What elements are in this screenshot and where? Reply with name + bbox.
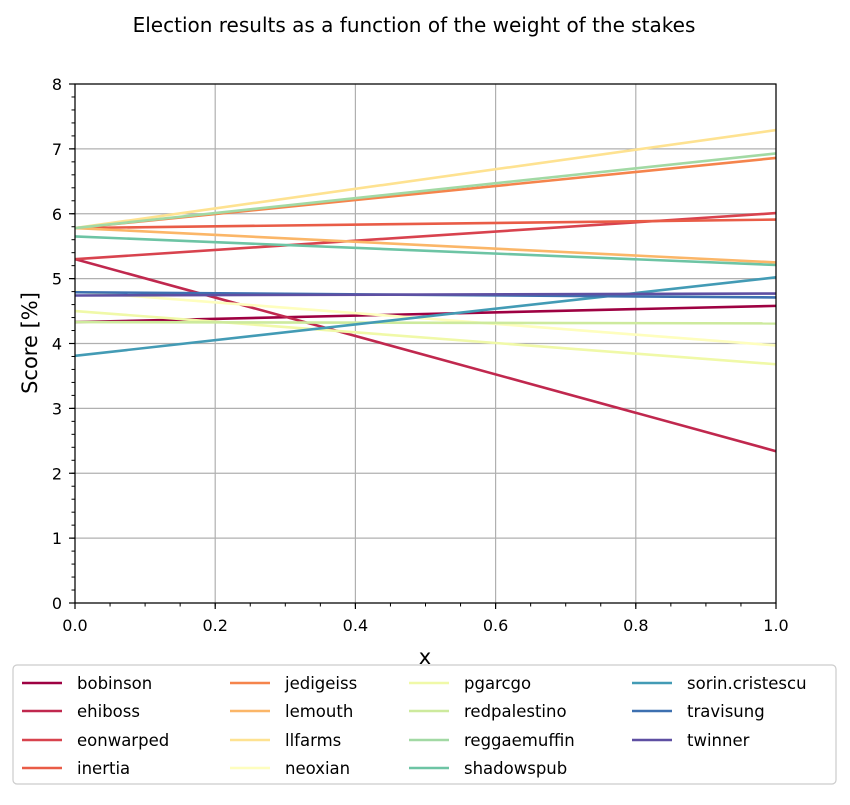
x-tick-label: 0.6	[483, 616, 508, 635]
legend-label: reggaemuffin	[464, 731, 575, 750]
series-line-pgarcgo	[74, 309, 777, 366]
legend-label: neoxian	[285, 759, 350, 778]
y-axis-label: Score [%]	[18, 292, 42, 394]
legend-label: travisung	[687, 702, 765, 721]
x-tick-label: 0.8	[623, 616, 648, 635]
legend-label: llfarms	[285, 731, 341, 750]
legend-label: bobinson	[77, 674, 152, 693]
legend-label: shadowspub	[464, 759, 567, 778]
x-tick-label: 0.2	[202, 616, 227, 635]
y-tick-label: 2	[52, 464, 62, 483]
x-tick-label: 0.0	[62, 616, 87, 635]
legend-label: jedigeiss	[284, 674, 357, 693]
series-line-llfarms	[74, 128, 777, 230]
y-tick-label: 0	[52, 594, 62, 613]
series-line-sorin-cristescu	[74, 276, 777, 358]
y-tick-label: 3	[52, 399, 62, 418]
y-tick-label: 5	[52, 270, 62, 289]
legend-label: eonwarped	[77, 731, 169, 750]
legend-label: twinner	[687, 731, 750, 750]
legend-label: redpalestino	[464, 702, 567, 721]
legend-box	[12, 664, 837, 785]
legend-label: lemouth	[285, 702, 353, 721]
legend: bobinson ehiboss eonwarped inertia jedigeiss…	[12, 664, 837, 785]
x-tick-label: 1.0	[763, 616, 788, 635]
series-line-reggaemuffin	[74, 152, 777, 230]
x-tick-label: 0.4	[343, 616, 368, 635]
series-line-twinner	[74, 292, 777, 297]
series-lines	[74, 128, 777, 453]
series-line-shadowspub	[74, 235, 777, 267]
legend-label: ehiboss	[77, 702, 140, 721]
y-tick-label: 7	[52, 140, 62, 159]
legend-label: inertia	[77, 759, 130, 778]
series-line-lemouth	[74, 226, 777, 264]
series-line-ehiboss	[74, 257, 777, 453]
y-tick-label: 6	[52, 205, 62, 224]
y-tick-label: 1	[52, 529, 62, 548]
legend-label: sorin.cristescu	[687, 674, 807, 693]
y-tick-label: 4	[52, 335, 62, 354]
y-tick-label: 8	[52, 75, 62, 94]
series-line-inertia	[74, 218, 777, 230]
series-line-redpalestino	[74, 320, 777, 325]
chart-title: Election results as a function of the we…	[133, 13, 696, 37]
legend-label: pgarcgo	[464, 674, 531, 693]
x-axis-label: x	[419, 645, 431, 669]
series-line-neoxian	[74, 290, 777, 347]
axes: 0.0 0.2 0.4 0.6 0.8 1.0 0 1 2 3 4 5 6 7 8	[52, 75, 789, 635]
